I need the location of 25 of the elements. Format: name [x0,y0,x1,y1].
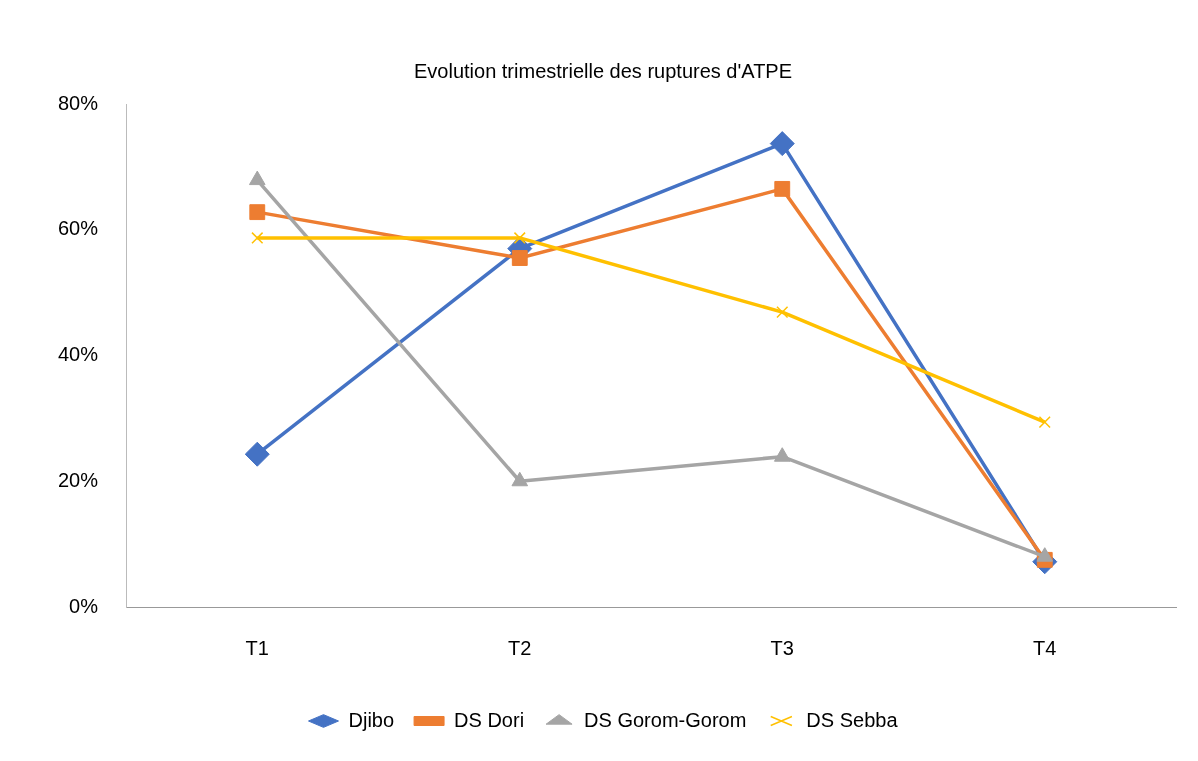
y-tick-label: 20% [58,468,99,491]
point [511,250,528,266]
point [251,231,264,244]
point [249,204,266,221]
y-tick-label: 80% [58,91,99,114]
y-tick-label: 60% [58,217,99,240]
legend-label: DS Gorom-Gorom [584,708,747,731]
x-tick-label: T1 [245,636,269,659]
point [513,231,526,244]
point [511,471,529,487]
point [244,441,270,467]
point [1038,416,1051,429]
legend-label: DS Dori [454,708,525,731]
point [774,180,791,197]
x-tick-label: T2 [508,636,532,659]
y-tick-label: 0% [69,594,99,617]
point [776,306,789,319]
legend-label: DS Sebba [806,708,899,731]
legend-label: Djibo [348,708,395,731]
chart-title: Evolution trimestrielle des ruptures d'ATPE [413,59,793,82]
point [769,131,795,157]
point [773,447,791,462]
x-tick-label: T3 [770,636,794,659]
x-tick-label: T4 [1033,636,1057,659]
y-tick-label: 40% [58,343,99,366]
